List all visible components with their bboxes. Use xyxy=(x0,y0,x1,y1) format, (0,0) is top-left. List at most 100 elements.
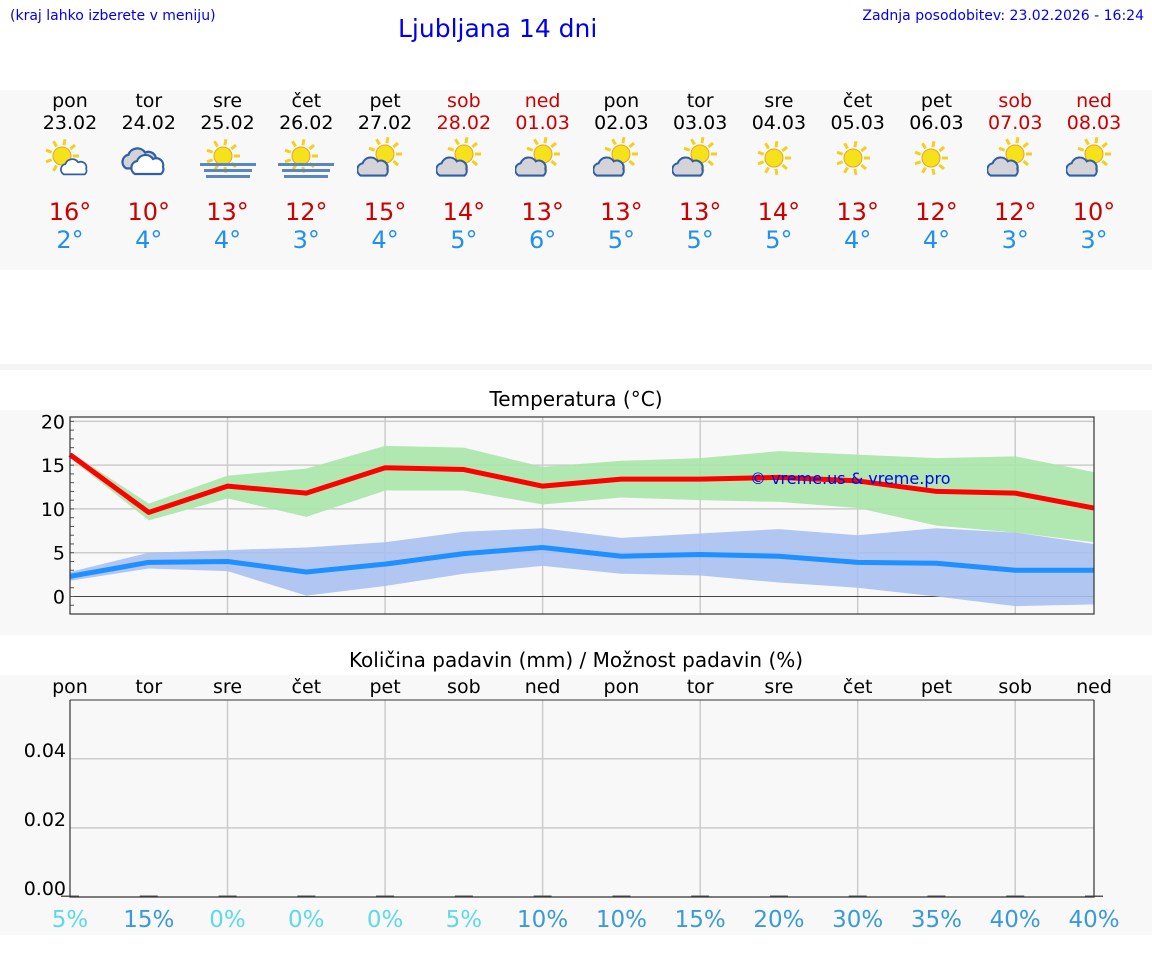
precipitation-bar xyxy=(612,895,631,897)
sunny-icon xyxy=(739,136,819,186)
day-name: pet xyxy=(920,90,953,112)
min-temperature: 4° xyxy=(922,226,951,254)
min-temperature: 5° xyxy=(765,226,793,254)
y-tick-label: 10 xyxy=(41,499,65,521)
max-temperature: 14° xyxy=(442,198,486,226)
min-temperature: 4° xyxy=(844,226,872,254)
max-temperature: 13° xyxy=(836,198,879,226)
max-temperature: 10° xyxy=(1072,198,1116,226)
max-temperature: 12° xyxy=(915,198,958,226)
x-day-label: ned xyxy=(525,676,561,698)
y-tick-label: 0.00 xyxy=(24,878,66,900)
location-hint: (kraj lahko izberete v meniju) xyxy=(10,8,216,24)
precipitation-bar xyxy=(218,895,237,897)
x-day-label: sre xyxy=(764,676,793,698)
precipitation-bar xyxy=(1006,895,1025,897)
partly-cloudy-icon xyxy=(975,136,1055,186)
max-temperature: 12° xyxy=(285,198,328,226)
x-day-label: pet xyxy=(369,676,400,698)
y-tick-label: 0 xyxy=(53,586,65,608)
x-day-label: čet xyxy=(843,676,873,698)
temperature-chart: 0 5 10 15 20 © vreme.us & vreme.pro xyxy=(41,411,1095,615)
max-temperature: 13° xyxy=(678,198,722,226)
precipitation-probability: 15% xyxy=(675,907,726,933)
day-date: 26.02 xyxy=(279,112,334,134)
precipitation-bar xyxy=(927,895,946,897)
day-date: 28.02 xyxy=(436,112,492,134)
daily-forecast-strip: pon 23.02 16° 2° tor 24.02 10° 4° sre 25.02 13° 4° č… xyxy=(0,90,1152,270)
y-tick-label: 20 xyxy=(41,411,65,433)
precipitation-probability: 0% xyxy=(209,907,246,933)
min-temperature: 4° xyxy=(135,226,163,254)
x-day-label: pon xyxy=(604,676,640,698)
x-day-label: tor xyxy=(687,676,714,698)
day-name: čet xyxy=(291,90,322,112)
precipitation-chart-area xyxy=(0,675,1152,935)
min-temperature: 5° xyxy=(686,226,714,254)
max-temperature: 12° xyxy=(993,198,1037,226)
watermark: © vreme.us & vreme.pro xyxy=(750,469,951,488)
min-temperature: 3° xyxy=(1080,226,1108,254)
x-day-label: sob xyxy=(998,676,1032,698)
precipitation-probability: 20% xyxy=(753,907,804,933)
day-name: tor xyxy=(686,90,714,112)
x-day-label: čet xyxy=(292,676,322,698)
y-tick-label: 5 xyxy=(53,543,65,565)
partly-cloudy-icon xyxy=(660,136,740,186)
day-date: 27.02 xyxy=(357,112,413,134)
precipitation-probability: 40% xyxy=(1068,907,1119,933)
partly-cloudy-icon xyxy=(503,136,583,186)
precipitation-bar xyxy=(297,895,316,897)
x-day-label: ned xyxy=(1076,676,1112,698)
sunny-icon xyxy=(818,136,898,186)
temperature-chart-title: Temperatura (°C) xyxy=(489,387,663,411)
precipitation-probability: 5% xyxy=(446,907,483,933)
x-day-label: pet xyxy=(921,676,952,698)
min-temperature: 3° xyxy=(1001,226,1029,254)
precipitation-bar xyxy=(139,895,158,897)
sun-small-cloud-icon xyxy=(30,136,110,186)
day-date: 07.03 xyxy=(988,112,1043,134)
plot-frame xyxy=(69,416,1095,615)
precipitation-probability: 10% xyxy=(517,907,568,933)
partly-cloudy-icon xyxy=(1054,136,1134,186)
day-date: 25.02 xyxy=(200,112,255,134)
day-date: 03.03 xyxy=(672,112,728,134)
precipitation-bar xyxy=(376,895,395,897)
partly-cloudy-icon xyxy=(424,136,504,186)
day-date: 01.03 xyxy=(515,112,570,134)
day-name: ned xyxy=(1076,90,1112,112)
day-name: pon xyxy=(52,90,88,112)
precipitation-probability: 10% xyxy=(596,907,647,933)
min-temperature: 5° xyxy=(450,226,478,254)
x-day-label: tor xyxy=(135,676,162,698)
x-day-label: sre xyxy=(213,676,242,698)
precipitation-bar xyxy=(533,895,552,897)
day-date: 23.02 xyxy=(42,112,98,134)
sun-fog-icon xyxy=(266,136,346,186)
day-name: sre xyxy=(764,90,794,112)
max-temperature: 13° xyxy=(600,198,643,226)
precipitation-probability: 0% xyxy=(367,907,404,933)
min-temperature: 2° xyxy=(56,226,84,254)
min-temperature: 3° xyxy=(292,226,320,254)
day-name: pet xyxy=(369,90,401,112)
plot-frame xyxy=(69,700,1095,898)
day-date: 02.03 xyxy=(594,112,649,134)
day-name: pon xyxy=(603,90,640,112)
max-temperature-range-band xyxy=(70,445,1094,543)
day-name: čet xyxy=(842,90,873,112)
y-tick-label: 15 xyxy=(41,455,65,477)
day-name: tor xyxy=(135,90,163,112)
day-date: 04.03 xyxy=(751,112,807,134)
x-day-label: pon xyxy=(52,676,88,698)
cloudy-icon xyxy=(109,136,189,186)
max-temperature: 13° xyxy=(206,198,249,226)
day-name: sob xyxy=(447,90,481,112)
precipitation-bar xyxy=(454,895,473,897)
precipitation-probability: 30% xyxy=(832,907,883,933)
day-date: 08.03 xyxy=(1066,112,1122,134)
day-date: 05.03 xyxy=(830,112,885,134)
max-temperature-line xyxy=(68,452,1095,515)
min-temperature: 4° xyxy=(371,226,399,254)
